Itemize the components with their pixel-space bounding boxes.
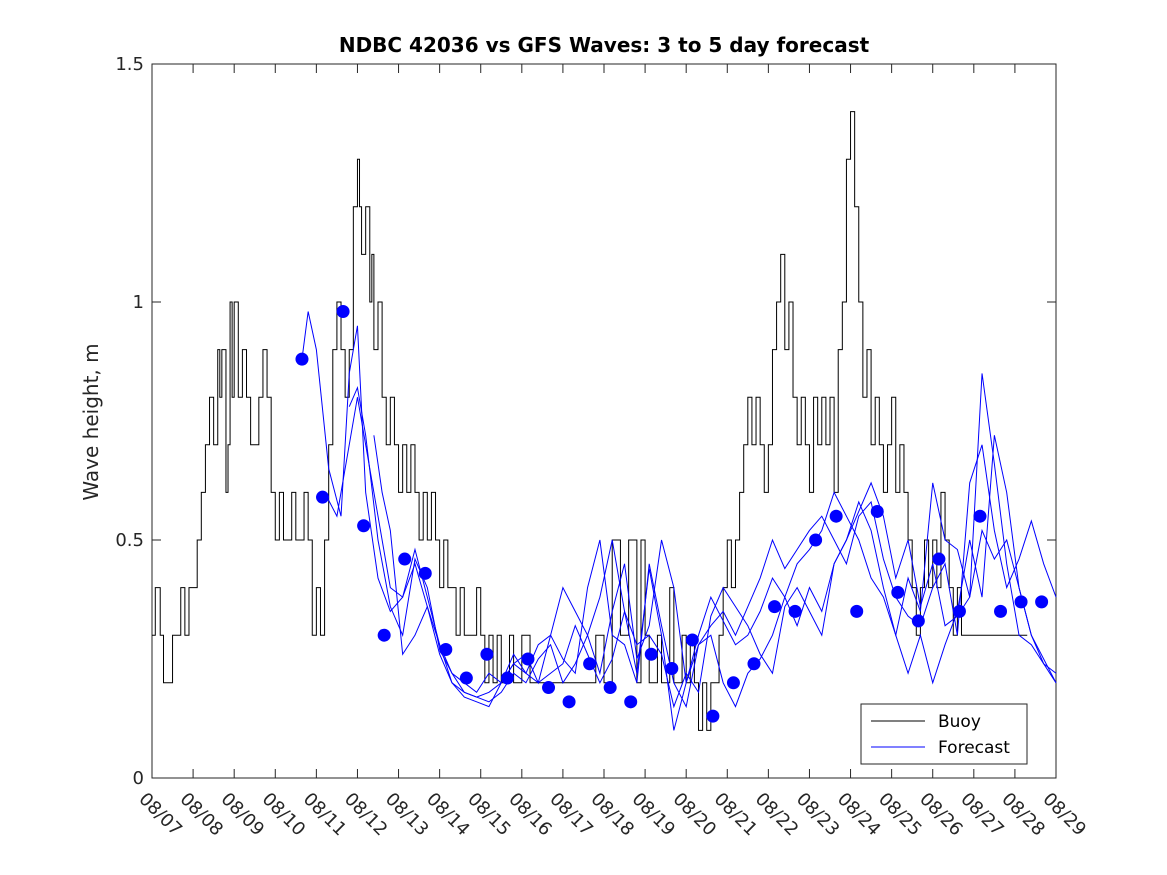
x-tick-label: 08/27	[956, 789, 1008, 841]
x-tick-label: 08/19	[628, 789, 680, 841]
forecast-point	[398, 552, 412, 566]
forecast-line	[373, 435, 1057, 709]
forecast-point	[583, 657, 597, 671]
forecast-point	[809, 533, 823, 547]
legend-label-buoy: Buoy	[938, 712, 981, 732]
forecast-point	[480, 647, 494, 661]
forecast-point	[316, 490, 330, 504]
forecast-point	[829, 509, 843, 523]
chart-title: NDBC 42036 vs GFS Waves: 3 to 5 day fore…	[339, 33, 870, 57]
forecast-point	[706, 709, 720, 723]
y-axis-label: Wave height, m	[79, 343, 103, 500]
x-tick-label: 08/13	[381, 789, 433, 841]
forecast-point	[685, 633, 699, 647]
forecast-point	[911, 614, 925, 628]
x-tick-label: 08/12	[340, 789, 392, 841]
x-tick-label: 08/28	[997, 789, 1049, 841]
x-tick-label: 08/22	[751, 789, 803, 841]
forecast-point	[439, 642, 453, 656]
forecast-point	[459, 671, 473, 685]
x-tick-label: 08/24	[833, 789, 885, 841]
forecast-series	[301, 311, 1057, 731]
x-tick-label: 08/18	[586, 789, 638, 841]
y-tick-labels: 0 0.5 1 1.5	[115, 54, 144, 789]
x-tick-label: 08/08	[176, 789, 228, 841]
x-tick-label: 08/09	[217, 789, 269, 841]
forecast-point	[644, 647, 658, 661]
forecast-point	[891, 585, 905, 599]
forecast-point	[1014, 595, 1028, 609]
forecast-point	[1035, 595, 1049, 609]
forecast-point	[336, 305, 350, 319]
axis-ticks	[151, 63, 1057, 779]
forecast-point	[665, 662, 679, 676]
buoy-series	[152, 111, 1028, 731]
legend-label-forecast: Forecast	[938, 738, 1010, 758]
forecast-point	[870, 504, 884, 518]
forecast-points	[295, 305, 1049, 723]
forecast-point	[768, 600, 782, 614]
forecast-point	[357, 519, 371, 533]
x-tick-label: 08/20	[669, 789, 721, 841]
forecast-point	[850, 604, 864, 618]
y-tick-label: 1	[133, 292, 144, 313]
x-tick-label: 08/14	[422, 789, 474, 841]
forecast-point	[973, 509, 987, 523]
forecast-point	[932, 552, 946, 566]
forecast-point	[788, 604, 802, 618]
legend: Buoy Forecast	[860, 703, 1028, 765]
forecast-point	[562, 695, 576, 709]
x-tick-label: 08/07	[134, 789, 186, 841]
y-tick-label: 0	[133, 768, 144, 789]
legend-box	[860, 703, 1028, 765]
buoy-line	[152, 111, 1028, 731]
forecast-point	[500, 671, 514, 685]
x-tick-label: 08/21	[710, 789, 762, 841]
forecast-point	[952, 604, 966, 618]
forecast-point	[418, 566, 432, 580]
x-tick-label: 08/11	[299, 789, 351, 841]
x-tick-label: 08/29	[1038, 789, 1090, 841]
y-tick-label: 1.5	[115, 54, 144, 75]
forecast-point	[624, 695, 638, 709]
x-tick-labels: 08/0708/0808/0908/1008/1108/1208/1308/14…	[134, 789, 1090, 841]
x-tick-label: 08/16	[504, 789, 556, 841]
x-tick-label: 08/23	[792, 789, 844, 841]
forecast-point	[994, 604, 1008, 618]
forecast-point	[747, 657, 761, 671]
x-tick-label: 08/25	[874, 789, 926, 841]
forecast-point	[726, 676, 740, 690]
x-tick-label: 08/10	[258, 789, 310, 841]
x-tick-label: 08/15	[463, 789, 515, 841]
x-tick-label: 08/26	[915, 789, 967, 841]
forecast-point	[542, 681, 556, 695]
y-tick-label: 0.5	[115, 530, 144, 551]
forecast-point	[521, 652, 535, 666]
forecast-point	[295, 352, 309, 366]
forecast-point	[603, 681, 617, 695]
forecast-point	[377, 628, 391, 642]
x-tick-label: 08/17	[545, 789, 597, 841]
